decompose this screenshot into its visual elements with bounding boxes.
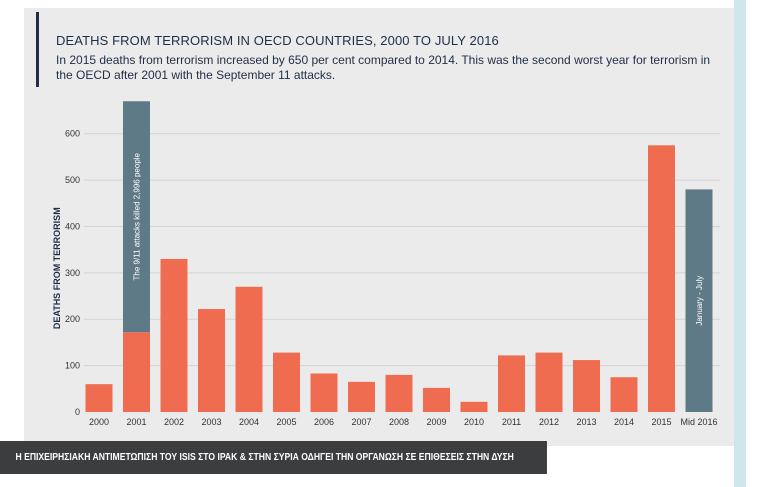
x-tick-label: 2008 — [389, 417, 409, 427]
bar — [348, 381, 375, 412]
bar — [535, 352, 563, 412]
bar — [160, 258, 188, 412]
x-tick-label: 2006 — [314, 417, 334, 427]
bar — [648, 145, 675, 412]
bar — [198, 309, 225, 412]
y-tick-label: 600 — [65, 129, 80, 139]
x-tick-label: 2003 — [201, 417, 221, 427]
chart-subtitle: In 2015 deaths from terrorism increased … — [56, 53, 711, 82]
bar — [123, 332, 150, 412]
x-tick-label: 2014 — [614, 417, 634, 427]
title-accent-bar — [36, 12, 39, 87]
x-tick-label: 2005 — [276, 417, 296, 427]
y-tick-label: 400 — [65, 221, 80, 231]
x-tick-label: 2001 — [126, 417, 146, 427]
bar — [385, 374, 413, 412]
x-tick-label: 2009 — [426, 417, 446, 427]
y-tick-label: 100 — [65, 361, 80, 371]
x-tick-label: 2012 — [539, 417, 559, 427]
page-frame-edge — [734, 0, 746, 487]
x-tick-label: 2015 — [651, 417, 671, 427]
bar — [85, 384, 113, 412]
x-tick-label: 2010 — [464, 417, 484, 427]
bar-annotation: January - July — [695, 276, 704, 326]
bar — [610, 377, 638, 412]
x-tick-label: 2007 — [351, 417, 371, 427]
x-tick-label: 2000 — [89, 417, 109, 427]
bar — [235, 286, 263, 412]
caption-banner: Η ΕΠΙΧΕΙΡΗΣΙΑΚΗ ΑΝΤΙΜΕΤΩΠΙΣΗ ΤΟΥ ISIS ΣΤ… — [0, 441, 547, 474]
bar — [273, 352, 300, 412]
bar — [310, 373, 338, 412]
y-tick-label: 300 — [65, 268, 80, 278]
highlight-bar — [123, 101, 150, 333]
highlight-bar — [685, 189, 713, 412]
y-axis-label: DEATHS FROM TERRORISM — [52, 207, 62, 329]
bar — [573, 360, 600, 412]
y-tick-label: 200 — [65, 314, 80, 324]
bar-annotation: The 9/11 attacks killed 2,996 people — [133, 152, 142, 280]
chart-title: DEATHS FROM TERRORISM IN OECD COUNTRIES,… — [56, 33, 499, 48]
x-tick-label: 2013 — [576, 417, 596, 427]
x-tick-label: Mid 2016 — [680, 417, 717, 427]
bar — [460, 401, 488, 412]
bar — [423, 387, 450, 412]
bar — [498, 355, 525, 412]
x-tick-label: 2011 — [502, 417, 521, 427]
x-tick-label: 2002 — [164, 417, 184, 427]
y-tick-label: 0 — [75, 407, 80, 417]
y-tick-label: 500 — [65, 175, 80, 185]
x-tick-label: 2004 — [239, 417, 259, 427]
